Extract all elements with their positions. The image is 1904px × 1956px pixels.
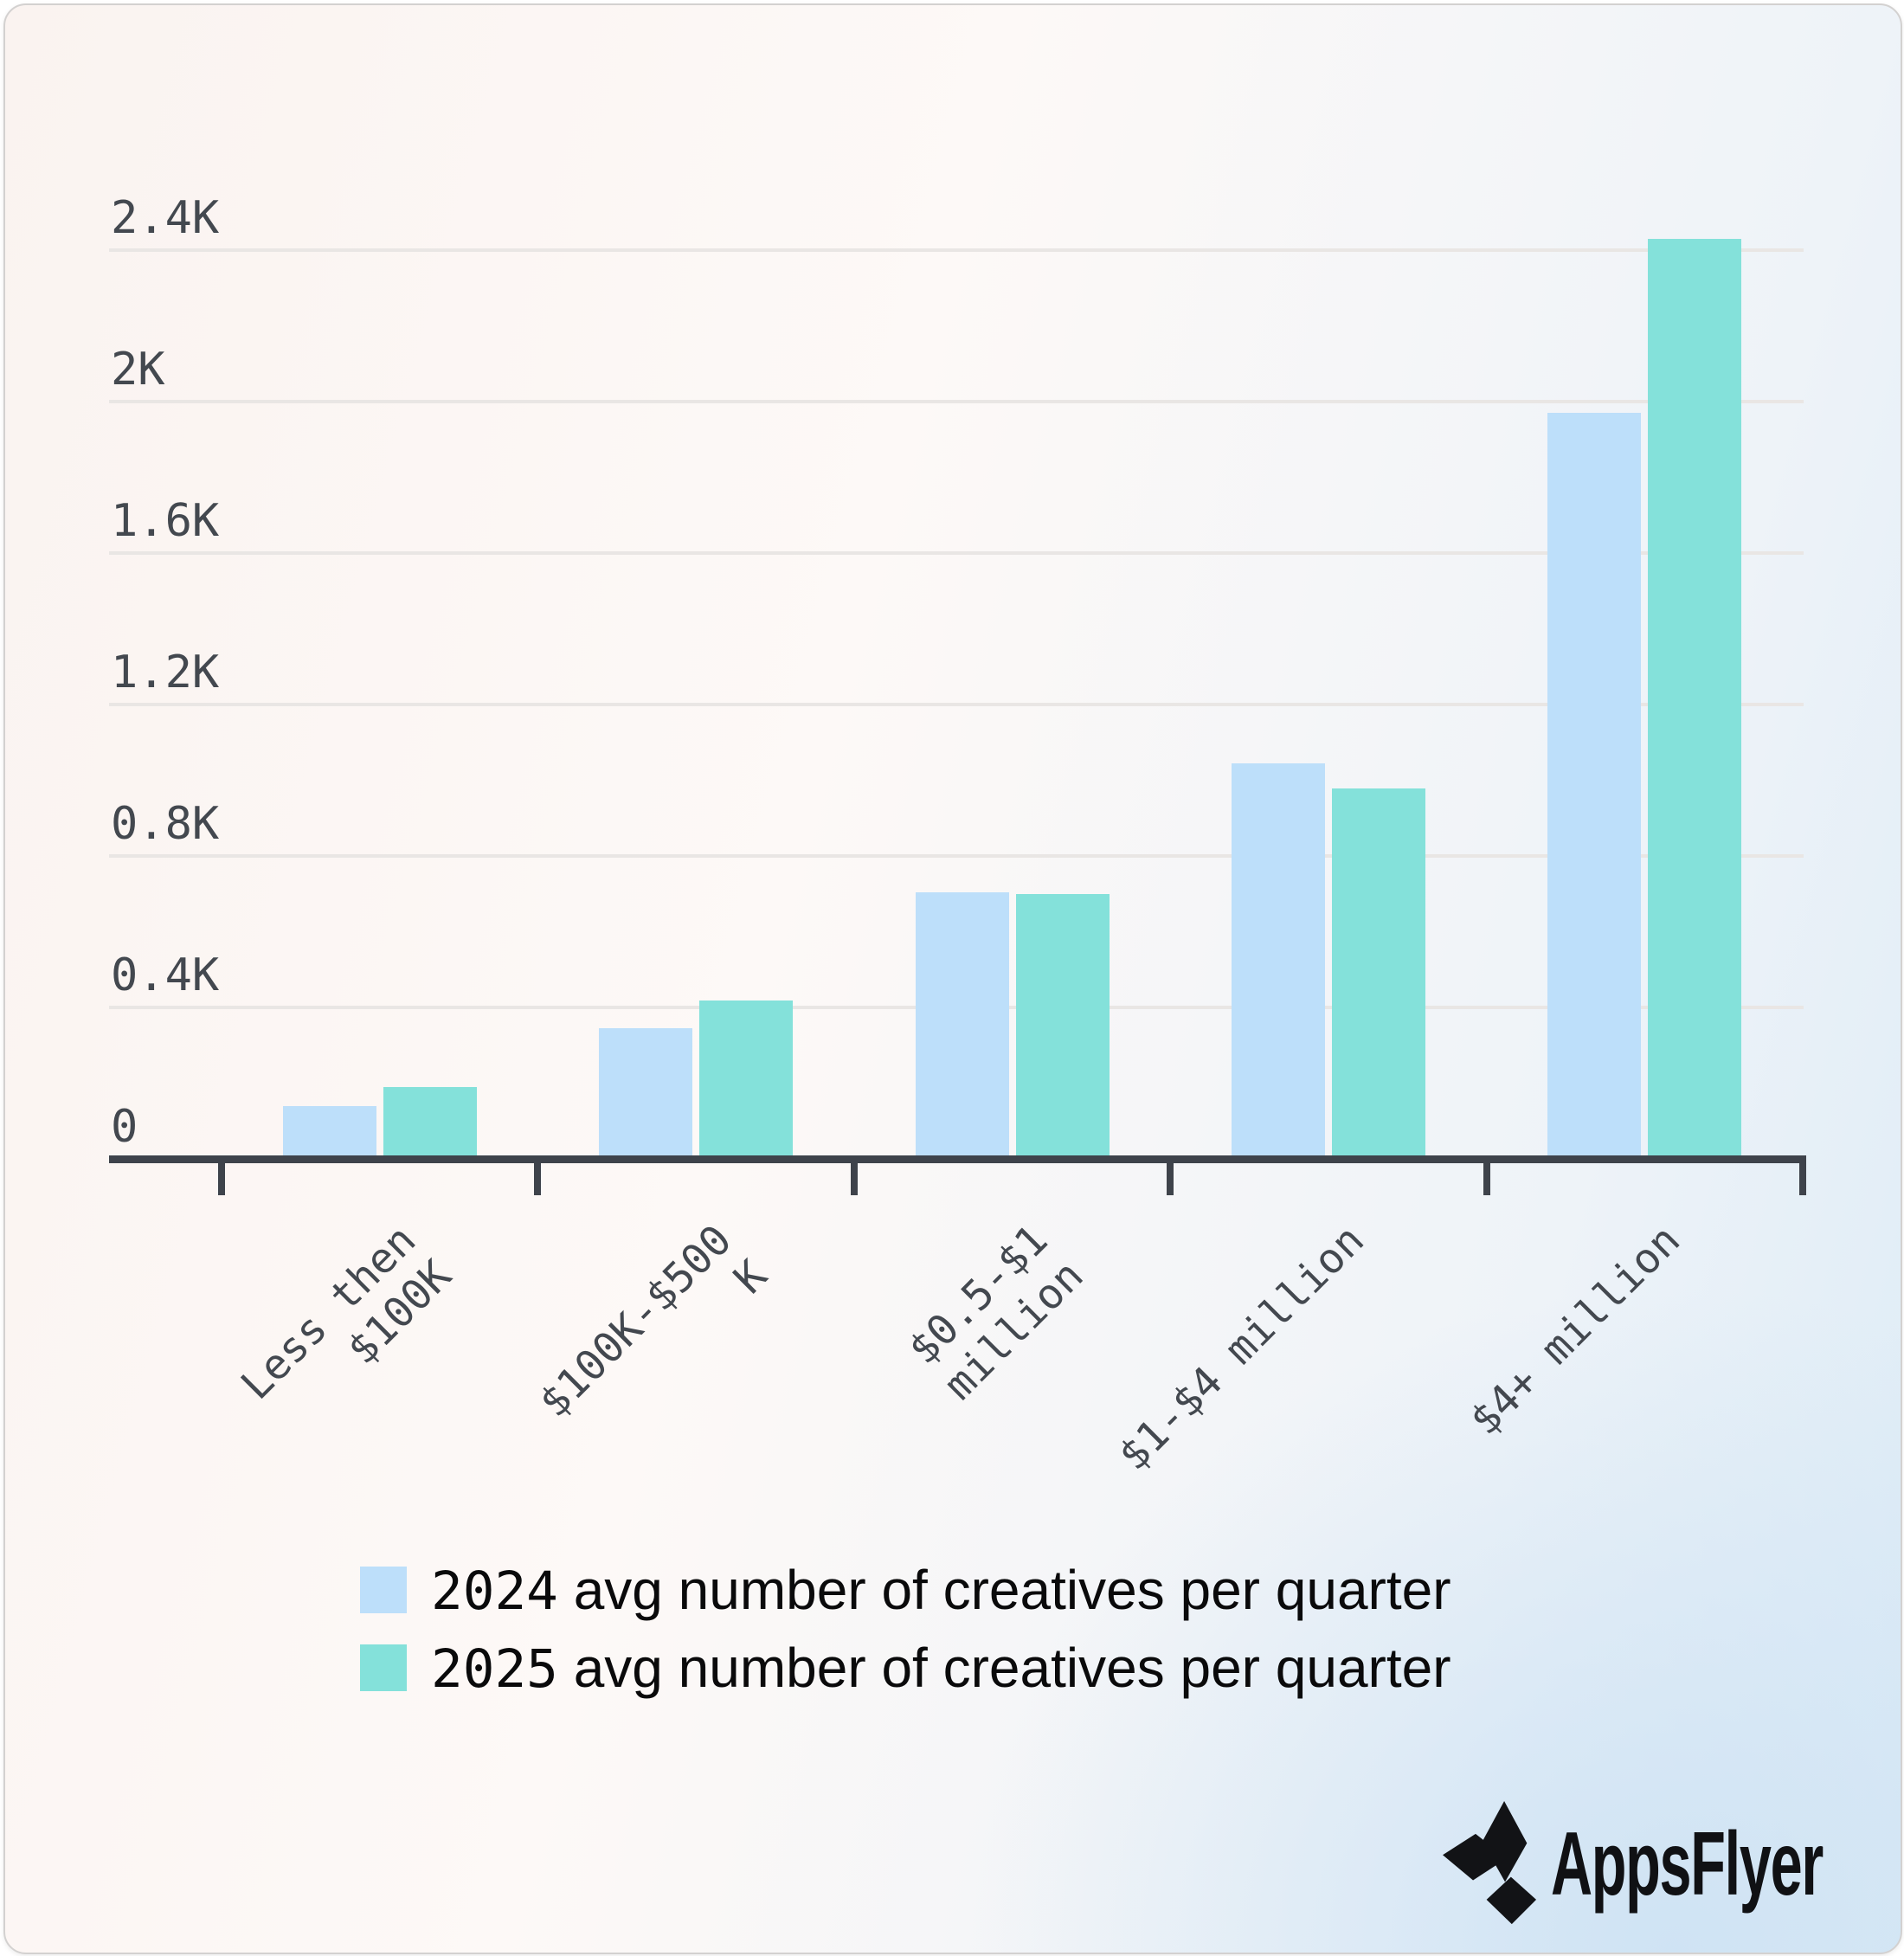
legend-item-2025: 2025 avg number of creatives per quarter [360, 1637, 1451, 1700]
gridline-2K [109, 400, 1804, 403]
y-axis-tick-label: 2K [111, 344, 165, 396]
bar-2024-group4 [1231, 763, 1325, 1155]
gridline-0.8K [109, 854, 1804, 858]
y-axis-tick-label: 2.4K [111, 192, 220, 244]
bar-2025-group5 [1648, 239, 1742, 1155]
legend-label-2025: 2025 avg number of creatives per quarter [431, 1636, 1451, 1700]
x-axis-tick [1799, 1155, 1806, 1195]
y-axis-tick-label: 0 [111, 1101, 138, 1153]
appsflyer-wordmark: AppsFlyer [1551, 1814, 1824, 1914]
bar-2024-group2 [599, 1028, 693, 1155]
appsflyer-logo: AppsFlyer [1442, 1798, 1840, 1937]
y-axis-tick-label: 0.4K [111, 949, 220, 1001]
gridline-1.2K [109, 703, 1804, 706]
y-axis-tick-label: 1.6K [111, 495, 220, 547]
gridline-1.6K [109, 551, 1804, 555]
appsflyer-mark-icon [1443, 1800, 1537, 1925]
bar-2025-group2 [699, 1001, 794, 1155]
bar-2025-group1 [383, 1087, 477, 1155]
x-axis-tick [218, 1155, 225, 1195]
x-axis-category-label-1: Less then $100K [231, 1215, 461, 1410]
legend-year-2024: 2024 [431, 1560, 558, 1622]
bar-chart-plot: 0 0.4K 0.8K 1.2K 1.6K 2K 2.4K Less then $100K $1… [5, 5, 1901, 1953]
bar-2025-group3 [1015, 894, 1110, 1155]
legend-label-2024: 2024 avg number of creatives per quarter [431, 1558, 1451, 1622]
legend-year-2025: 2025 [431, 1638, 558, 1700]
legend-text-2024: avg number of creatives per quarter [557, 1559, 1451, 1621]
x-axis-category-label-4: $1-$4 million [1109, 1215, 1374, 1480]
bar-2024-group5 [1547, 413, 1642, 1155]
x-axis-tick [534, 1155, 542, 1195]
chart-card: 0 0.4K 0.8K 1.2K 1.6K 2K 2.4K Less then $100K $1… [3, 3, 1902, 1954]
y-axis-tick-label: 1.2K [111, 647, 220, 698]
legend-item-2024: 2024 avg number of creatives per quarter [360, 1559, 1451, 1622]
bar-2024-group3 [915, 892, 1009, 1155]
x-axis-category-label-5: $4+ million [1461, 1215, 1690, 1445]
x-axis-category-label-3: $0.5-$1 million [899, 1215, 1093, 1410]
x-axis-category-label-2: $100K-$500 K [530, 1215, 777, 1427]
bar-2024-group1 [282, 1106, 376, 1155]
y-axis-tick-label: 0.8K [111, 798, 220, 850]
legend-swatch-2024-icon [360, 1567, 407, 1613]
x-axis-tick [850, 1155, 858, 1195]
x-axis-tick [1483, 1155, 1490, 1195]
x-axis-tick [1167, 1155, 1174, 1195]
legend: 2024 avg number of creatives per quarter… [360, 1559, 1451, 1719]
gridline-2.4K [109, 248, 1804, 252]
x-axis-line [109, 1155, 1804, 1163]
legend-swatch-2025-icon [360, 1644, 407, 1691]
legend-text-2025: avg number of creatives per quarter [557, 1637, 1451, 1699]
bar-2025-group4 [1331, 788, 1425, 1155]
